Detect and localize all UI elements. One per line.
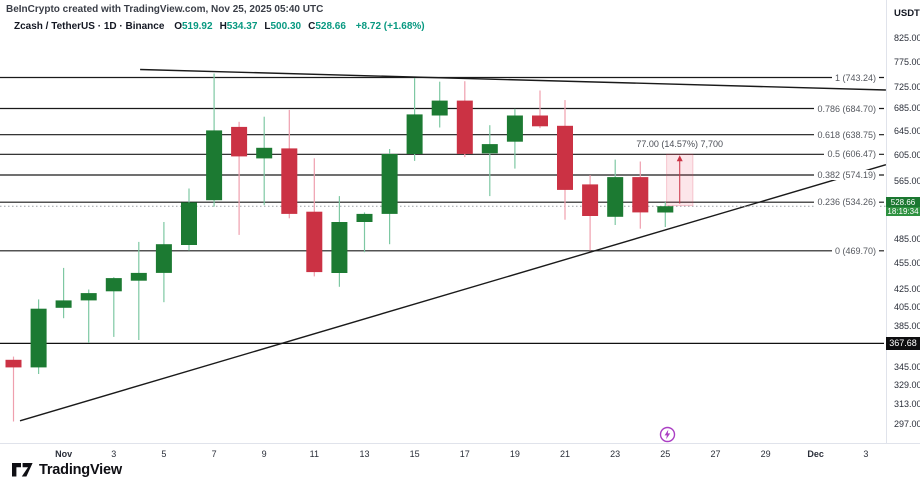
candle-body bbox=[406, 114, 423, 154]
candle-body bbox=[582, 184, 599, 216]
ohlc-key: L bbox=[264, 21, 271, 32]
candle-body bbox=[206, 130, 223, 201]
price-tick-label: 485.00 bbox=[894, 233, 920, 244]
fib-level-label: 0.786 (684.70) bbox=[814, 103, 879, 114]
fib-level-label: 1 (743.24) bbox=[831, 72, 879, 83]
price-tick-label: 565.00 bbox=[894, 176, 920, 186]
ohlc-key: O bbox=[174, 21, 182, 32]
price-tick-label: 405.00 bbox=[894, 301, 920, 312]
candle-body bbox=[105, 278, 122, 292]
candle-body bbox=[281, 148, 298, 214]
candle-body bbox=[181, 202, 197, 245]
price-tick-label: 685.00 bbox=[894, 103, 920, 114]
price-tick-label: 645.00 bbox=[894, 126, 920, 136]
price-tick-label: 455.00 bbox=[894, 257, 920, 268]
ohlc-values: O519.92 H534.37 L500.30 C528.66 bbox=[167, 21, 346, 32]
ohlc-value: 528.66 bbox=[315, 21, 346, 32]
ohlc-key: C bbox=[308, 21, 316, 32]
candle-body bbox=[155, 244, 172, 273]
ohlc-value: 534.37 bbox=[226, 21, 258, 32]
candle-body bbox=[456, 100, 473, 154]
candle-body bbox=[331, 222, 348, 273]
price-tick-label: 825.00 bbox=[894, 33, 920, 43]
event-lightning-icon[interactable] bbox=[659, 426, 676, 443]
candle-body bbox=[632, 177, 649, 213]
price-tick-label: 297.00 bbox=[894, 419, 920, 429]
candle-body bbox=[506, 115, 523, 142]
time-axis-separator bbox=[0, 443, 920, 444]
price-tick-label: 725.00 bbox=[894, 81, 920, 92]
time-tick-label: 9 bbox=[261, 449, 267, 459]
time-tick-label: 13 bbox=[359, 449, 370, 459]
price-tick-label: 345.00 bbox=[894, 362, 920, 373]
time-tick-label: 25 bbox=[660, 449, 671, 459]
ohlc-value: 500.30 bbox=[270, 21, 302, 32]
candle-body bbox=[256, 147, 273, 159]
time-tick-label: 27 bbox=[710, 449, 721, 459]
candle-body bbox=[5, 359, 22, 368]
candle-body bbox=[532, 115, 548, 127]
tradingview-logo-icon bbox=[12, 462, 33, 476]
candle-body bbox=[80, 293, 97, 301]
candle-body bbox=[30, 308, 47, 368]
horizontal-level-badge: 367.68 bbox=[886, 336, 920, 350]
time-tick-label: 15 bbox=[409, 449, 420, 459]
symbol-title: Zcash / TetherUS · 1D · Binance bbox=[14, 21, 165, 32]
last-price-value: 528.66 bbox=[886, 196, 920, 207]
candle-body bbox=[231, 126, 248, 157]
time-tick-label: 19 bbox=[509, 449, 520, 459]
candle-body bbox=[557, 125, 573, 190]
measurement-label: 77.00 (14.57%) 7,700 bbox=[636, 139, 723, 150]
time-tick-label: 29 bbox=[760, 449, 771, 459]
ascending-support-trendline bbox=[19, 164, 887, 422]
time-tick-label: Dec bbox=[807, 449, 824, 459]
time-tick-label: Nov bbox=[55, 449, 73, 459]
symbol-info-row[interactable]: Zcash / TetherUS · 1D · Binance O519.92 H… bbox=[14, 21, 425, 32]
tradingview-logo[interactable]: TradingView bbox=[12, 462, 122, 478]
time-tick-label: 21 bbox=[559, 449, 571, 459]
candle-body bbox=[431, 100, 448, 116]
price-tick-label: 329.00 bbox=[894, 380, 920, 391]
tradingview-logo-text: TradingView bbox=[39, 462, 122, 478]
fib-level-label: 0.382 (574.19) bbox=[814, 170, 879, 180]
last-price-badge: 528.66 18:19:34 bbox=[886, 196, 920, 217]
time-tick-label: 5 bbox=[161, 449, 167, 459]
change-value: +8.72 (+1.68%) bbox=[355, 21, 425, 32]
candle-body bbox=[356, 213, 373, 222]
price-axis-separator bbox=[886, 0, 887, 443]
time-tick-label: 7 bbox=[211, 449, 217, 459]
candle-body bbox=[55, 300, 72, 308]
measurement-arrow-head bbox=[676, 155, 683, 162]
candle-body bbox=[607, 177, 624, 217]
bar-countdown: 18:19:34 bbox=[886, 206, 920, 217]
fib-level-label: 0.5 (606.47) bbox=[824, 149, 879, 160]
ohlc-value: 519.92 bbox=[181, 21, 213, 32]
price-tick-label: 313.00 bbox=[894, 399, 920, 410]
candle-body bbox=[130, 272, 147, 281]
fib-level-label: 0.618 (638.75) bbox=[814, 129, 879, 140]
price-tick-label: 425.00 bbox=[894, 283, 920, 294]
descending-resistance-trendline bbox=[140, 68, 886, 91]
candle-body bbox=[381, 154, 398, 214]
time-tick-label: 23 bbox=[610, 449, 621, 459]
fib-level-label: 0.236 (534.26) bbox=[814, 197, 879, 208]
time-tick-label: 3 bbox=[863, 449, 869, 459]
fib-level-label: 0 (469.70) bbox=[831, 245, 879, 256]
candle-body bbox=[657, 206, 674, 213]
time-tick-label: 11 bbox=[309, 449, 319, 459]
time-tick-label: 3 bbox=[111, 449, 117, 459]
attribution-text: BeInCrypto created with TradingView.com,… bbox=[6, 4, 324, 15]
price-axis-unit: USDT bbox=[894, 8, 920, 19]
ohlc-key: H bbox=[219, 21, 227, 32]
candle-body bbox=[306, 211, 323, 273]
price-tick-label: 385.00 bbox=[894, 321, 920, 331]
price-tick-label: 775.00 bbox=[894, 56, 920, 67]
price-tick-label: 605.00 bbox=[894, 150, 920, 161]
candle-body bbox=[481, 144, 498, 154]
time-tick-label: 17 bbox=[459, 449, 470, 459]
